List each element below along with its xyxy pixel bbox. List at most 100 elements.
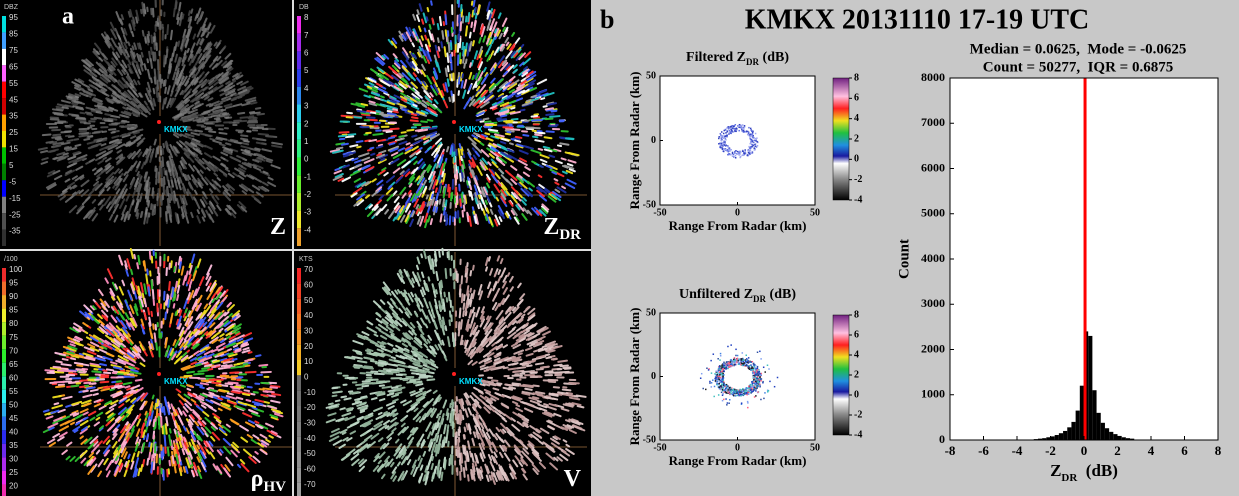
echo: [163, 434, 167, 447]
echo: [345, 135, 355, 139]
echo: [491, 102, 497, 106]
echo: [135, 16, 139, 24]
echo: [271, 144, 283, 149]
echo: [80, 179, 90, 188]
echo: [499, 113, 506, 117]
echo: [118, 168, 124, 174]
echo: [135, 97, 142, 105]
echo: [52, 144, 62, 149]
echo: [426, 200, 430, 207]
echo: [135, 148, 142, 155]
quadrant-label-part: ρ: [251, 466, 264, 492]
echo: [168, 280, 171, 292]
echo: [519, 61, 525, 67]
echo: [98, 56, 104, 62]
echo: [500, 105, 510, 111]
echo: [418, 46, 423, 52]
echo: [419, 209, 423, 215]
echo: [407, 72, 416, 82]
echo: [226, 348, 233, 352]
echo: [412, 72, 417, 78]
echo: [173, 190, 177, 202]
echo: [64, 145, 70, 149]
colorbar-label: 75: [9, 46, 18, 55]
echo: [146, 212, 150, 224]
echo: [402, 107, 410, 112]
echo: [217, 407, 223, 412]
echo: [422, 12, 428, 24]
echo: [368, 204, 374, 209]
echo: [122, 106, 129, 111]
echo: [204, 176, 211, 184]
echo: [37, 146, 48, 151]
echo: [397, 86, 404, 91]
echo: [126, 152, 133, 158]
echo: [130, 97, 137, 104]
echo: [510, 138, 516, 141]
echo: [379, 169, 386, 175]
echo: [417, 51, 421, 58]
echo: [123, 110, 132, 115]
echo: [162, 424, 166, 436]
echo: [149, 442, 153, 453]
echo: [431, 455, 435, 462]
echo: [351, 116, 363, 119]
echo: [385, 175, 396, 184]
echo: [409, 152, 417, 158]
echo: [390, 356, 397, 360]
echo: [363, 158, 375, 164]
echo: [193, 69, 201, 79]
echo: [205, 95, 210, 99]
echo: [432, 103, 438, 109]
echo: [361, 156, 371, 162]
echo: [225, 90, 236, 96]
echo: [149, 99, 153, 106]
echo: [78, 189, 84, 195]
echo: [214, 102, 223, 107]
echo: [75, 107, 85, 111]
echo: [404, 203, 412, 213]
echo: [550, 191, 556, 196]
echo: [119, 18, 124, 26]
echo: [425, 134, 432, 139]
echo: [149, 95, 155, 107]
echo: [107, 68, 114, 76]
echo: [136, 171, 140, 177]
echo: [437, 156, 442, 164]
echo: [374, 85, 379, 90]
echo: [378, 194, 385, 201]
echo: [467, 151, 472, 160]
echo: [226, 392, 234, 396]
echo: [97, 79, 108, 87]
echo: [71, 102, 78, 106]
echo: [497, 205, 505, 216]
echo: [538, 194, 548, 202]
echo: [499, 43, 506, 52]
colorbar-swatch: [2, 470, 6, 485]
echo: [244, 150, 250, 154]
echo: [262, 390, 269, 394]
echo: [66, 97, 77, 102]
echo: [561, 185, 566, 190]
echo: [184, 308, 188, 314]
echo: [92, 167, 97, 172]
colorbar-label: -1: [304, 172, 312, 181]
echo: [471, 134, 478, 139]
echo: [208, 78, 213, 83]
echo: [438, 15, 443, 27]
echo: [209, 188, 214, 194]
echo: [378, 153, 388, 160]
echo: [222, 112, 230, 116]
echo: [199, 79, 204, 84]
echo: [517, 203, 525, 212]
echo: [221, 60, 228, 67]
echo: [351, 157, 359, 162]
echo: [395, 176, 403, 184]
echo: [249, 111, 261, 115]
echo: [428, 179, 435, 191]
echo: [381, 167, 387, 172]
echo: [532, 135, 539, 139]
echo: [390, 151, 399, 157]
echo: [148, 441, 151, 448]
echo: [429, 218, 433, 226]
